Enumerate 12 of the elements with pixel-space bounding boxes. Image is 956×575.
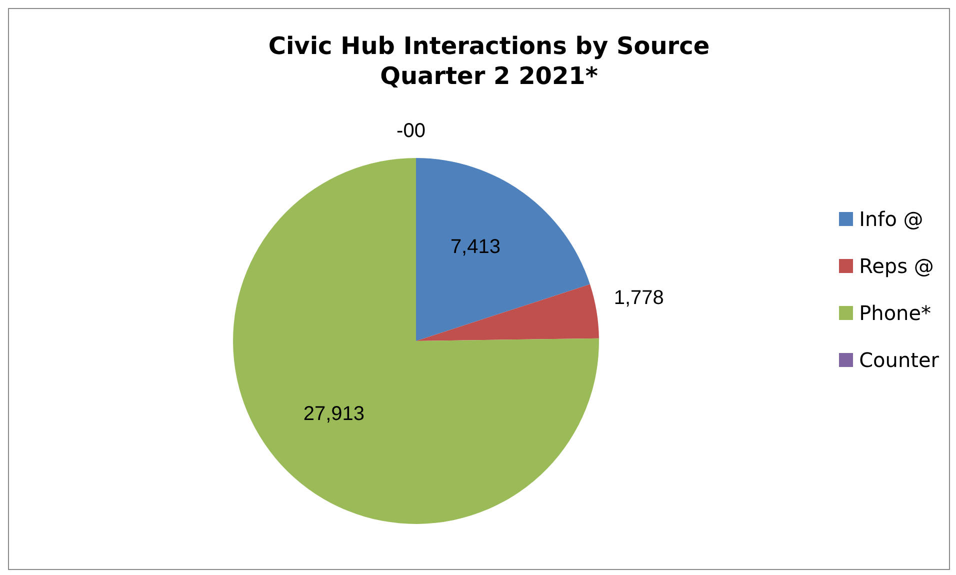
legend-label: Counter bbox=[859, 348, 939, 372]
chart-title: Civic Hub Interactions by Source Quarter 2 2021* bbox=[267, 31, 711, 91]
text: -00 bbox=[396, 120, 426, 142]
legend-label: Reps @ bbox=[859, 254, 934, 278]
pie-slice bbox=[416, 284, 599, 341]
data-label: 7,413 bbox=[450, 236, 501, 258]
data-label: 27,913 bbox=[303, 403, 365, 426]
legend-label: Info @ bbox=[859, 206, 924, 230]
pie-slice bbox=[233, 158, 599, 524]
legend-label: Phone* bbox=[859, 300, 932, 324]
data-label: 1,778 bbox=[614, 287, 664, 310]
pie-slice bbox=[416, 158, 590, 341]
